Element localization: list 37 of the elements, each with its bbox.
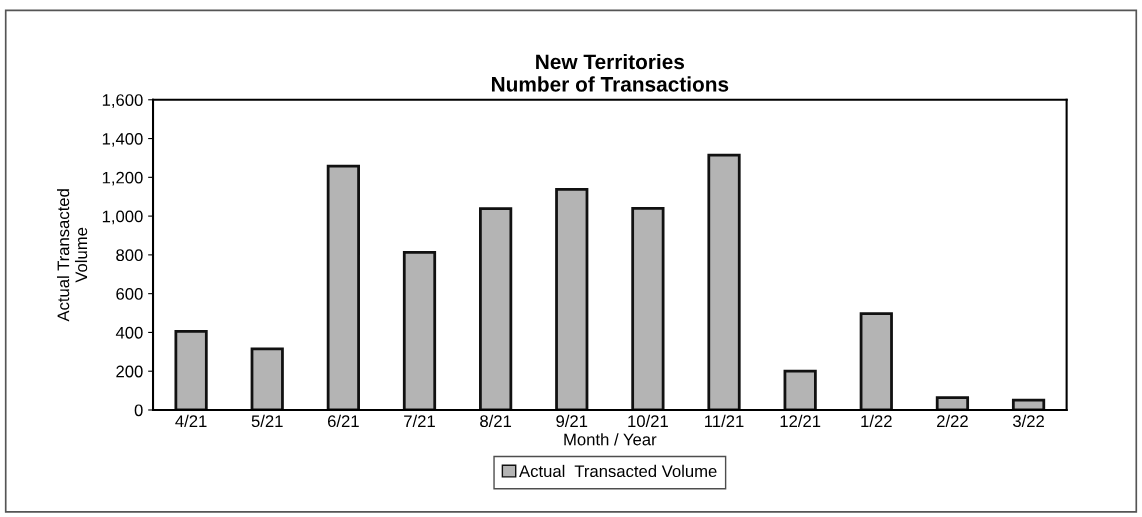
bar <box>631 206 665 410</box>
y-axis-title: Actual Transacted Volume <box>57 189 88 322</box>
y-tick-label: 1,600 <box>102 94 143 108</box>
x-tick-label: 5/21 <box>251 414 283 428</box>
x-tick-label: 8/21 <box>480 414 512 428</box>
x-tick-label: 2/22 <box>937 414 968 428</box>
x-tick-label: 12/21 <box>780 414 821 428</box>
x-tick-label: 10/21 <box>628 414 668 428</box>
y-tick-label: 200 <box>116 365 143 378</box>
x-tick-label: 6/21 <box>327 414 359 428</box>
x-tick-label: 4/21 <box>175 414 207 428</box>
bar <box>174 330 208 410</box>
bar <box>250 347 284 410</box>
y-tick-label: 1,000 <box>102 210 143 225</box>
x-tick-label: 9/21 <box>556 414 588 428</box>
y-tick-label: 1,400 <box>102 132 143 147</box>
bar <box>479 207 513 410</box>
y-tick-label: 0 <box>134 404 143 417</box>
x-tick-label: 11/21 <box>705 414 744 428</box>
y-tick-label: 400 <box>115 326 143 339</box>
x-tick-label: 1/22 <box>861 414 892 428</box>
bar <box>402 250 437 410</box>
chart-title: New Territories Number of Transactions <box>491 53 729 92</box>
x-tick-label: 7/21 <box>404 414 435 428</box>
x-tick-label: 3/22 <box>1012 414 1044 428</box>
bar <box>935 396 970 410</box>
legend-label: Actual Transacted Volume <box>519 464 717 478</box>
bar <box>707 153 741 410</box>
bar <box>859 312 893 410</box>
y-tick-label: 600 <box>116 288 143 300</box>
bar <box>555 187 589 410</box>
bar <box>783 369 817 410</box>
bar <box>1011 398 1046 410</box>
y-tick-label: 800 <box>116 249 143 262</box>
x-axis-title: Month / Year <box>564 433 657 446</box>
bar <box>326 164 360 410</box>
y-tick-label: 1,200 <box>102 171 143 186</box>
